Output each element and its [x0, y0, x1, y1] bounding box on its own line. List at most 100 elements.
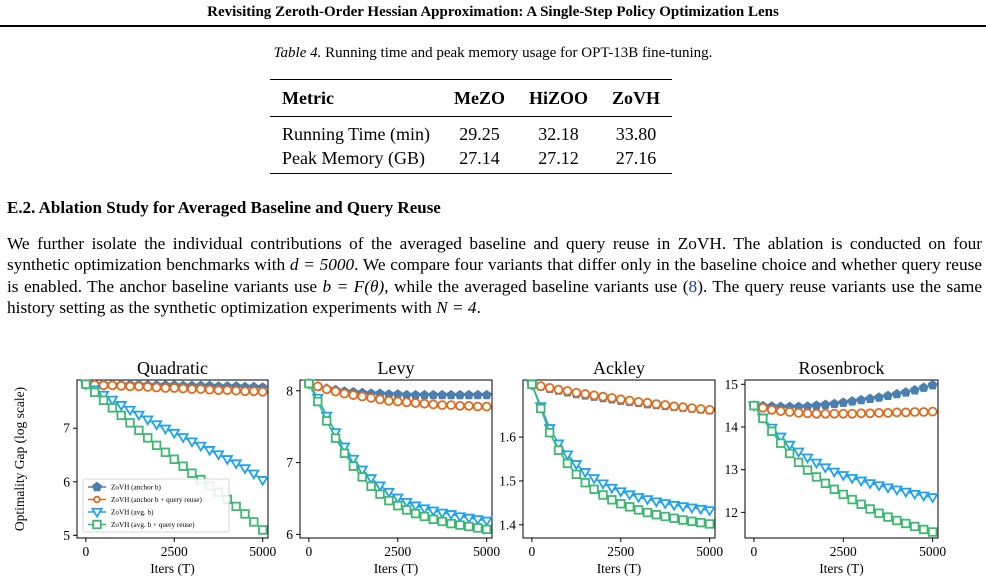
table-header-row: Metric MeZO HiZOO ZoVH [270, 80, 673, 117]
data-point [384, 495, 394, 506]
data-point [570, 460, 583, 471]
data-point [544, 383, 555, 393]
data-point [463, 400, 474, 411]
series-triangle-down [79, 380, 269, 487]
data-point [419, 389, 430, 400]
data-point [616, 499, 626, 509]
table-header-cell: HiZOO [529, 88, 589, 108]
data-point [704, 519, 715, 529]
data-point [774, 432, 787, 444]
data-point [659, 499, 672, 510]
data-point [453, 512, 467, 523]
data-point [918, 407, 929, 417]
table-caption-text: Running time and peak memory usage for O… [325, 45, 713, 61]
data-point [428, 389, 439, 400]
data-point [106, 395, 119, 407]
equation-reference-link[interactable]: 8 [688, 276, 698, 296]
math-inline: d = 5000 [289, 255, 355, 275]
data-point [793, 457, 804, 468]
y-tick-label: 14 [725, 419, 739, 434]
series-square [304, 378, 492, 535]
data-point [917, 491, 930, 503]
x-axis-label: Iters (T) [819, 561, 864, 576]
data-point [133, 381, 144, 392]
data-point [660, 400, 671, 410]
x-axis-label: Iters (T) [597, 561, 642, 576]
data-point [820, 408, 831, 419]
table-caption-label: Table 4. [273, 45, 322, 61]
data-point [249, 517, 259, 527]
y-tick-label: 1.5 [499, 473, 516, 488]
x-tick-label: 5000 [919, 544, 946, 559]
series-circle [303, 378, 492, 412]
data-point [651, 510, 662, 520]
data-point [176, 433, 190, 444]
data-point [481, 389, 492, 400]
data-point [696, 517, 706, 528]
data-point [203, 446, 216, 457]
data-point [231, 385, 242, 396]
data-point [589, 390, 600, 401]
data-point [829, 408, 840, 419]
data-point [838, 408, 849, 419]
data-point [142, 382, 153, 392]
data-point [838, 489, 848, 500]
data-point [890, 485, 904, 497]
x-axis-label: Iters (T) [150, 561, 195, 576]
data-point [437, 400, 448, 411]
data-point [212, 450, 225, 461]
data-point [633, 397, 644, 407]
y-tick-label: 5 [63, 528, 70, 543]
legend-label: ZoVH (avg. b + query reuse) [111, 521, 195, 529]
data-point [704, 404, 715, 415]
data-point [856, 394, 867, 405]
data-point [624, 395, 635, 406]
table-cell: 27.12 [538, 148, 579, 168]
data-point [641, 495, 654, 506]
series-square [749, 400, 938, 537]
x-tick-label: 2500 [161, 544, 188, 559]
data-point [455, 389, 465, 400]
data-point [116, 380, 127, 391]
data-point [793, 407, 804, 418]
data-point [330, 386, 341, 397]
table-caption: Table 4. Running time and peak memory us… [0, 45, 986, 62]
legend-label: ZoVH (avg. b) [111, 509, 154, 517]
data-point [419, 511, 430, 522]
x-tick-label: 5000 [473, 544, 500, 559]
table-cell: 27.16 [615, 148, 657, 168]
text-run: We further isolate the individual contri… [7, 234, 982, 275]
data-point [828, 467, 841, 479]
math-inline: b = F(θ) [322, 276, 385, 296]
data-point [90, 507, 104, 519]
data-point [651, 399, 662, 410]
data-point [357, 472, 367, 482]
plot-frame [522, 379, 716, 539]
data-point [437, 389, 448, 400]
data-point [881, 483, 895, 494]
data-point [401, 505, 412, 515]
table-cell: 33.80 [615, 124, 657, 144]
data-point [339, 448, 350, 458]
data-point [685, 503, 699, 515]
data-point [883, 390, 893, 401]
y-tick-label: 7 [63, 421, 70, 436]
data-point [481, 524, 492, 535]
data-point [92, 481, 102, 492]
data-point [107, 380, 118, 391]
results-table: Metric MeZO HiZOO ZoVH Running Time (min… [270, 79, 673, 174]
data-point [382, 487, 396, 499]
data-point [784, 407, 795, 417]
data-point [544, 427, 555, 438]
y-axis-label: Optimality Gap (log scale) [12, 387, 27, 531]
x-axis-label: Iters (T) [374, 561, 419, 576]
data-point [775, 406, 786, 417]
y-tick-label: 12 [725, 505, 739, 520]
data-point [596, 479, 610, 490]
x-tick-label: 0 [306, 544, 313, 559]
x-tick-label: 5000 [249, 544, 276, 559]
legend-label: ZoVH (anchor b + query reuse) [111, 496, 202, 504]
data-point [847, 396, 858, 406]
data-point [304, 378, 314, 389]
data-point [767, 426, 777, 436]
